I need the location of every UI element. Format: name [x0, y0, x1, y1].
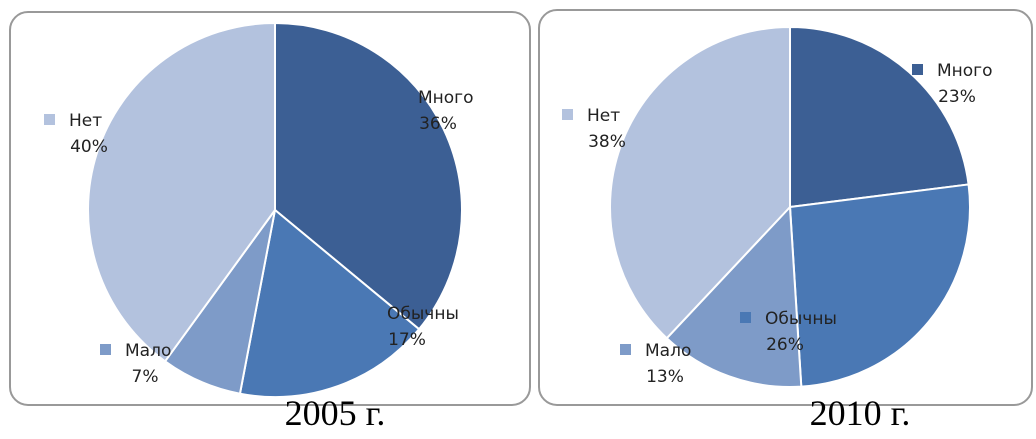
pie-slice	[87, 21, 276, 363]
value-label: 23%	[938, 87, 976, 107]
legend-marker	[912, 64, 923, 75]
value-label: 17%	[388, 330, 426, 350]
legend-marker	[44, 114, 55, 125]
value-label: 36%	[419, 114, 457, 134]
pie-slice	[609, 25, 791, 340]
pie-slice	[665, 204, 803, 388]
category-label: Обычны	[387, 304, 459, 324]
value-label: 7%	[132, 367, 159, 387]
pie-slice	[789, 25, 970, 209]
value-label: 38%	[588, 132, 626, 152]
legend-marker	[620, 344, 631, 355]
category-label: Много	[937, 61, 993, 81]
category-label: Нет	[69, 111, 102, 131]
legend-marker	[740, 312, 751, 323]
value-label: 40%	[70, 137, 108, 157]
pie-slice	[274, 21, 463, 331]
legend-marker	[393, 91, 404, 102]
category-label: Мало	[645, 341, 691, 361]
value-label: 13%	[646, 367, 684, 387]
chart-title: 2010 г.	[810, 393, 911, 433]
category-label: Нет	[587, 106, 620, 126]
category-label: Обычны	[765, 309, 837, 329]
value-label: 26%	[766, 335, 804, 355]
legend-marker	[100, 344, 111, 355]
pie-slice	[788, 183, 971, 388]
category-label: Мало	[125, 341, 171, 361]
category-label: Много	[418, 88, 474, 108]
legend-marker	[562, 109, 573, 120]
chart-title: 2005 г.	[285, 393, 386, 433]
pie-slice	[238, 208, 421, 398]
legend-marker	[362, 307, 373, 318]
